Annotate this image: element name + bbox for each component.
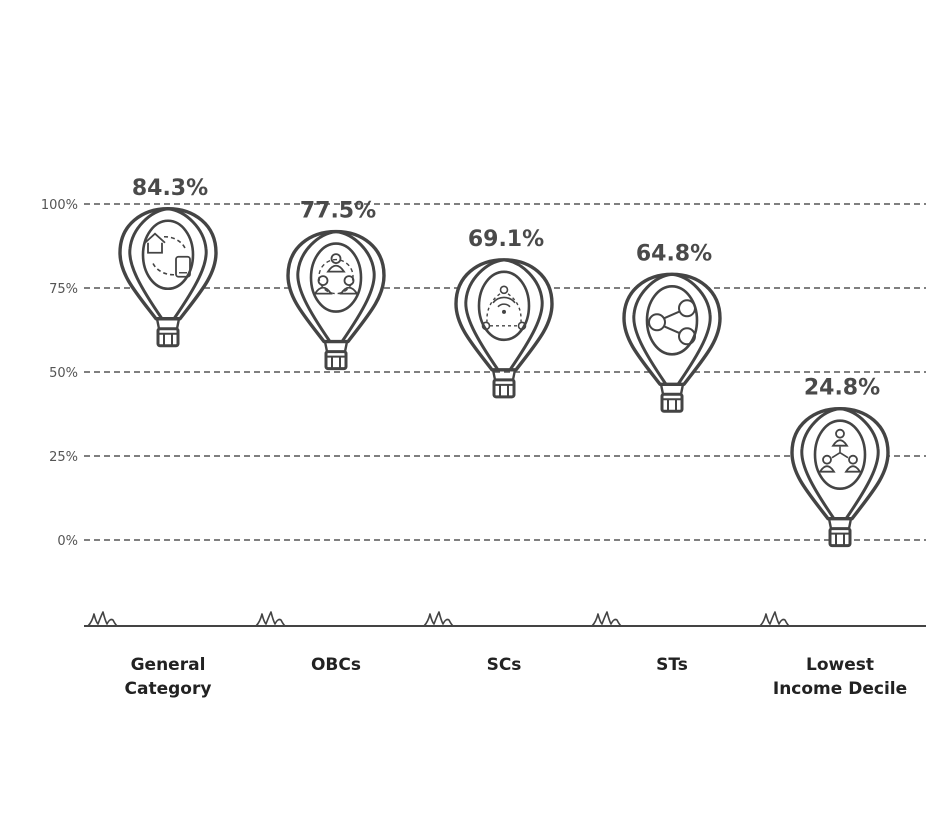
hierarchy-icon <box>818 428 862 473</box>
value-label: 24.8% <box>804 376 880 401</box>
category-label: Lowest Income Decile <box>773 655 907 699</box>
balloon-basket <box>492 378 516 399</box>
balloon-basket <box>324 350 348 371</box>
category-label: OBCs <box>311 655 361 675</box>
x-axis: General Category OBCs SCs STs Lowest Income De… <box>125 655 908 699</box>
y-tick-label: 75% <box>49 282 78 297</box>
value-label: 69.1% <box>468 227 544 252</box>
balloons: 84.3% 77.5% 69.1% 64.8% 24.8% <box>118 176 890 548</box>
balloon-basket <box>828 527 852 548</box>
balloon-sts: 64.8% <box>622 241 722 413</box>
grass-tuft <box>423 611 454 627</box>
ground-line <box>84 611 926 627</box>
y-tick-label: 0% <box>57 534 78 549</box>
grass-tuft <box>759 611 790 627</box>
group-cycle-icon <box>313 253 359 295</box>
grass-tuft <box>255 611 286 627</box>
value-label: 84.3% <box>132 176 208 201</box>
broadcast-network-icon <box>481 285 527 331</box>
balloon-general-category: 84.3% <box>118 176 218 348</box>
y-axis: 0% 25% 50% 75% 100% <box>41 198 78 549</box>
share-icon <box>648 299 696 346</box>
value-label: 64.8% <box>636 241 712 266</box>
grass-tuft <box>87 611 118 627</box>
balloon-basket <box>660 392 684 413</box>
gridlines <box>84 203 926 541</box>
balloon-obcs: 77.5% <box>286 199 386 371</box>
y-tick-label: 50% <box>49 366 78 381</box>
balloon-basket <box>156 327 180 348</box>
y-tick-label: 100% <box>41 198 78 213</box>
category-label: General Category <box>125 655 212 699</box>
value-label: 77.5% <box>300 199 376 224</box>
y-tick-label: 25% <box>49 450 78 465</box>
balloon-lowest-income-decile: 24.8% <box>790 376 890 548</box>
grass-tuft <box>591 611 622 627</box>
home-phone-icon <box>144 232 191 278</box>
category-label: STs <box>656 655 688 675</box>
category-label: SCs <box>487 655 522 675</box>
balloon-scs: 69.1% <box>454 227 554 399</box>
